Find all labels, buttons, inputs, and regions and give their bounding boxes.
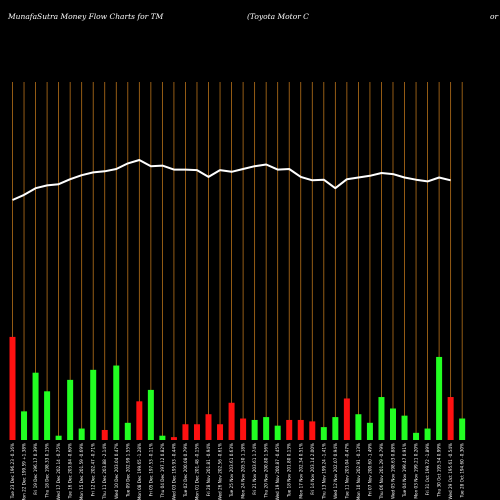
money-flow-bar	[275, 426, 281, 440]
money-flow-bar	[390, 408, 396, 440]
x-tick-label: Mon 03 Nov 199.21 0.20%	[414, 443, 419, 499]
money-flow-bar	[286, 420, 292, 440]
x-tick-label: Mon 17 Nov 202.34 0.51%	[298, 443, 303, 499]
money-flow-bar	[309, 421, 315, 440]
x-tick-label: Fri 14 Nov 203.14 2.00%	[310, 443, 315, 495]
money-flow-bar	[252, 420, 258, 440]
x-tick-label: Thu 30 Oct 195.54 0.99%	[437, 443, 442, 498]
money-flow-bar	[67, 380, 73, 440]
money-flow-bar	[182, 424, 188, 440]
money-flow-bar	[79, 429, 85, 440]
x-tick-label: Thu 11 Dec 203.88 -2.14%	[102, 443, 107, 500]
money-flow-bar	[159, 436, 165, 440]
money-flow-bar	[33, 373, 39, 440]
x-tick-label: Thu 06 Nov 201.29 -0.79%	[379, 443, 384, 500]
money-flow-bar	[217, 424, 223, 440]
money-flow-bar	[459, 419, 465, 440]
x-tick-label: Wed 12 Nov 202.07 0.94%	[333, 443, 338, 499]
x-tick-label: Tue 04 Nov 199.47 0.91%	[402, 443, 407, 498]
money-flow-bar	[298, 420, 304, 440]
money-flow-bar	[125, 423, 131, 440]
money-flow-bar	[229, 403, 235, 440]
money-flow-bar	[171, 437, 177, 440]
money-flow-bar	[136, 401, 142, 440]
money-flow-bar	[402, 416, 408, 440]
money-flow-bar	[344, 398, 350, 440]
x-tick-label: Tue 28 Oct 194.60 -0.30%	[460, 443, 465, 499]
money-flow-bar	[102, 430, 108, 440]
x-tick-label: Thu 13 Nov 199.24 -1.41%	[321, 443, 326, 500]
money-flow-bar	[194, 424, 200, 440]
x-tick-label: Fri 21 Nov 203.61 1.74%	[252, 443, 257, 495]
x-tick-label: Tue 11 Nov 203.04 -0.47%	[344, 443, 349, 499]
x-tick-label: Tue 18 Nov 201.80 0.13%	[287, 443, 292, 498]
x-tick-label: Tue 02 Dec 200.08 0.79%	[183, 443, 188, 498]
x-tick-label: Fri 19 Dec 196.17 0.39%	[33, 443, 38, 495]
x-tick-label: Thu 04 Dec 197.12 0.82%	[160, 443, 165, 499]
x-tick-label: Fri 07 Nov 200.60 -1.49%	[367, 443, 372, 496]
x-tick-label: Tue 25 Nov 203.61 0.63%	[229, 443, 234, 498]
x-tick-label: Thu 20 Nov 200.80 1.56%	[264, 443, 269, 499]
x-tick-label: Wed 26 Nov 202.56 -0.61%	[218, 443, 223, 500]
money-flow-bar	[90, 370, 96, 440]
x-tick-label: Thu 18 Dec 198.33 0.15%	[45, 443, 50, 499]
x-tick-label: Mon 24 Nov 205.50 1.18%	[241, 443, 246, 499]
x-tick-label: Fri 31 Oct 199.72 -1.89%	[425, 443, 430, 495]
money-flow-bar	[21, 411, 27, 440]
money-flow-bar	[332, 417, 338, 440]
money-flow-bars	[10, 337, 466, 440]
money-flow-bar	[436, 357, 442, 440]
x-tick-label: Wed 10 Dec 203.04 0.47%	[114, 443, 119, 499]
x-tick-label: Mon 01 Dec 201.48 -0.15%	[194, 443, 199, 500]
x-tick-label: Tue 23 Dec 196.23 -0.16%	[10, 443, 15, 499]
x-tick-label: Tue 09 Dec 202.99 1.55%	[125, 443, 130, 498]
money-flow-bar	[56, 436, 62, 440]
x-tick-label: Wed 17 Dec 202.14 -0.75%	[56, 443, 61, 500]
money-flow-bar	[206, 414, 212, 440]
x-tick-label: Fri 28 Nov 201.81 -0.94%	[206, 443, 211, 496]
money-flow-bar	[321, 427, 327, 440]
money-flow-bar	[263, 417, 269, 440]
x-tick-label: Fri 05 Dec 197.53 -0.11%	[148, 443, 153, 496]
money-flow-bar	[448, 397, 454, 440]
money-flow-bar	[367, 423, 373, 440]
money-flow-bar	[355, 414, 361, 440]
gridlines	[13, 82, 463, 440]
x-tick-label: Fri 12 Dec 202.47 -0.71%	[91, 443, 96, 496]
money-flow-bar	[413, 433, 419, 440]
x-tick-label: Wed 05 Nov 198.63 0.88%	[390, 443, 395, 499]
x-tick-label: Tue 16 Dec 203.84 -0.60%	[68, 443, 73, 499]
x-tick-label: Mon 08 Dec 199.65 -1.28%	[137, 443, 142, 500]
money-flow-bar	[378, 397, 384, 440]
x-tick-label: Mon 22 Dec 199.59 +1.38%	[22, 443, 27, 500]
money-flow-bar	[44, 391, 50, 440]
money-flow-bar	[148, 390, 154, 440]
money-flow-bar	[240, 419, 246, 440]
x-tick-labels: Tue 23 Dec 196.23 -0.16% Mon 22 Dec 199.5…	[10, 443, 465, 500]
x-tick-label: Wed 19 Nov 200.87 -0.45%	[275, 443, 280, 500]
x-tick-label: Wed 29 Oct 195.61 -0.54%	[448, 443, 453, 500]
x-tick-label: Mon 10 Nov 202.91 -0.13%	[356, 443, 361, 500]
money-flow-bar	[10, 337, 16, 440]
x-tick-label: Wed 03 Dec 195.93 -0.44%	[171, 443, 176, 500]
money-flow-bar	[113, 366, 119, 440]
money-flow-bar	[425, 429, 431, 440]
x-tick-label: Mon 15 Dec 201.59 -0.69%	[79, 443, 84, 500]
